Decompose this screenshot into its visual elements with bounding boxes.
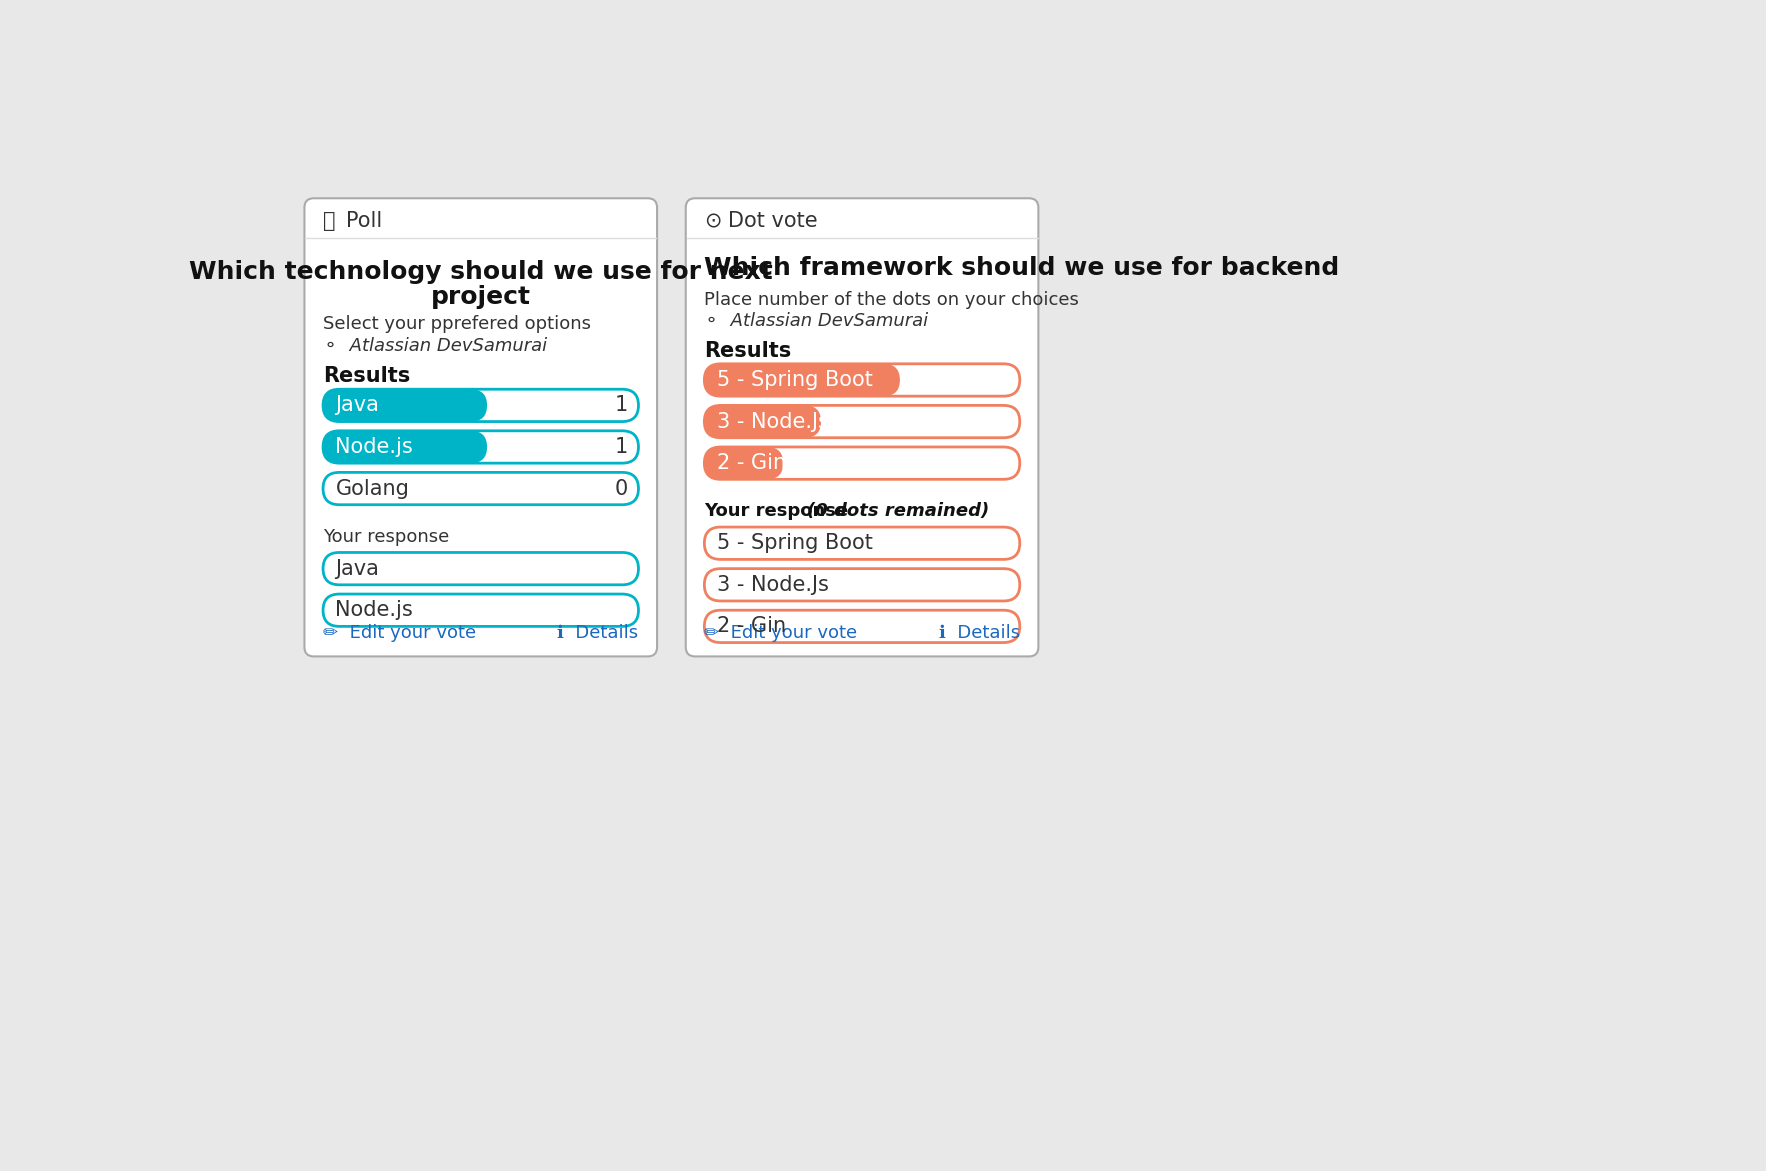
- FancyBboxPatch shape: [705, 569, 1019, 601]
- Text: ⚬  Atlassian DevSamurai: ⚬ Atlassian DevSamurai: [705, 313, 929, 330]
- FancyBboxPatch shape: [705, 527, 1019, 560]
- FancyBboxPatch shape: [705, 405, 1019, 438]
- Text: ℹ  Details: ℹ Details: [558, 624, 639, 643]
- Text: ⚬  Atlassian DevSamurai: ⚬ Atlassian DevSamurai: [323, 337, 547, 355]
- Text: Results: Results: [705, 341, 791, 361]
- FancyBboxPatch shape: [705, 364, 1019, 396]
- Text: 1: 1: [615, 396, 627, 416]
- Text: 3 - Node.Js: 3 - Node.Js: [717, 575, 828, 595]
- Text: Which technology should we use for next: Which technology should we use for next: [189, 260, 774, 283]
- FancyBboxPatch shape: [323, 389, 487, 422]
- Text: Your response: Your response: [705, 502, 855, 520]
- Text: ⊙: ⊙: [705, 212, 722, 232]
- FancyBboxPatch shape: [323, 431, 487, 464]
- FancyBboxPatch shape: [685, 198, 1038, 657]
- Text: Your response: Your response: [323, 528, 449, 546]
- Text: 👍: 👍: [323, 212, 336, 232]
- FancyBboxPatch shape: [323, 472, 639, 505]
- Text: Golang: Golang: [336, 479, 410, 499]
- FancyBboxPatch shape: [705, 364, 901, 396]
- Text: 5 - Spring Boot: 5 - Spring Boot: [717, 533, 872, 553]
- Text: 2 - Gin: 2 - Gin: [717, 616, 786, 636]
- Text: Node.js: Node.js: [336, 601, 413, 621]
- FancyBboxPatch shape: [705, 610, 1019, 643]
- FancyBboxPatch shape: [705, 447, 1019, 479]
- Text: Poll: Poll: [346, 212, 383, 232]
- Text: 3 - Node.Js: 3 - Node.Js: [717, 411, 828, 432]
- FancyBboxPatch shape: [323, 594, 639, 626]
- FancyBboxPatch shape: [705, 447, 782, 479]
- Text: Place number of the dots on your choices: Place number of the dots on your choices: [705, 290, 1079, 309]
- Text: 5 - Spring Boot: 5 - Spring Boot: [717, 370, 872, 390]
- Text: ℹ  Details: ℹ Details: [940, 624, 1019, 643]
- Text: Java: Java: [336, 396, 380, 416]
- Text: ✏  Edit your vote: ✏ Edit your vote: [705, 624, 858, 643]
- Text: 2 - Gin: 2 - Gin: [717, 453, 786, 473]
- FancyBboxPatch shape: [323, 553, 639, 584]
- FancyBboxPatch shape: [304, 198, 657, 657]
- Text: ✏  Edit your vote: ✏ Edit your vote: [323, 624, 477, 643]
- Text: (0 dots remained): (0 dots remained): [807, 502, 989, 520]
- Text: Results: Results: [323, 367, 410, 386]
- Text: Select your pprefered options: Select your pprefered options: [323, 315, 592, 334]
- Text: Which framework should we use for backend: Which framework should we use for backen…: [705, 256, 1340, 280]
- Text: 0: 0: [615, 479, 627, 499]
- Text: 1: 1: [615, 437, 627, 457]
- Text: Node.js: Node.js: [336, 437, 413, 457]
- FancyBboxPatch shape: [323, 389, 639, 422]
- Text: project: project: [431, 285, 532, 308]
- Text: Dot vote: Dot vote: [728, 212, 818, 232]
- FancyBboxPatch shape: [323, 431, 639, 464]
- Text: Java: Java: [336, 559, 380, 578]
- FancyBboxPatch shape: [705, 405, 821, 438]
